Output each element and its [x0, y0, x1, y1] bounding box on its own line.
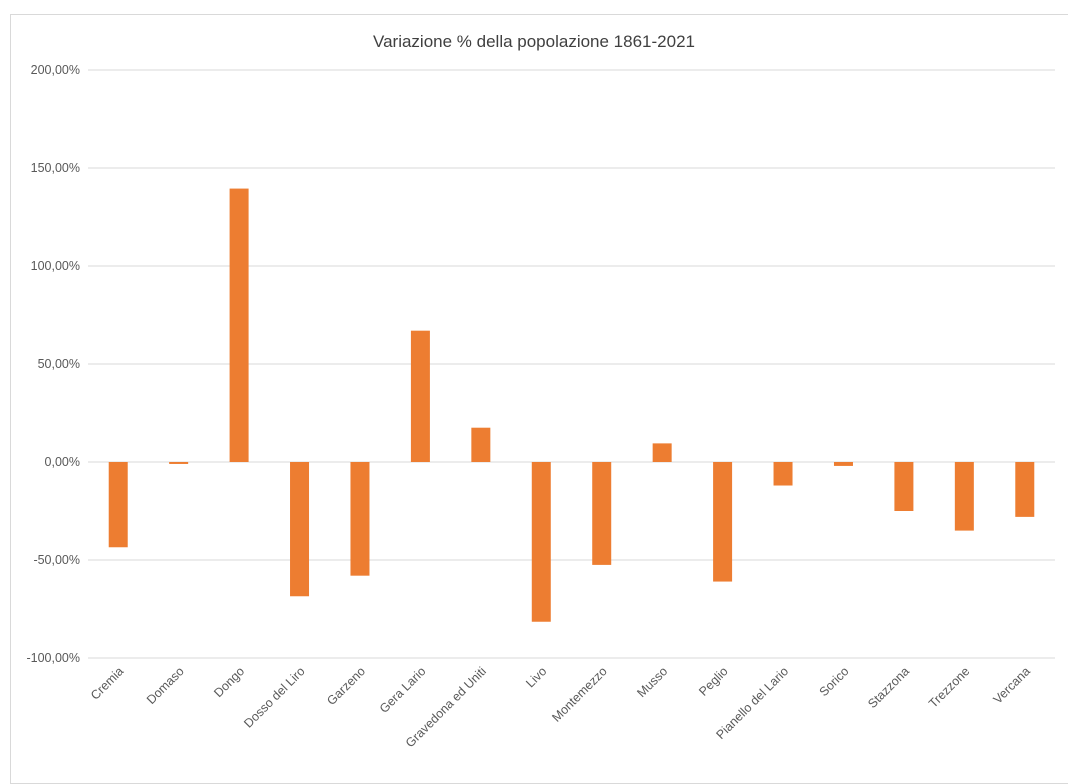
y-axis-labels: -100,00% -50,00% 0,00% 50,00% 100,00% 150,00%…	[26, 63, 80, 665]
bar	[471, 427, 491, 462]
x-category-label: Livo	[523, 664, 549, 690]
chart-title: Variazione % della popolazione 1861-2021	[373, 32, 695, 51]
x-category-label: Trezzone	[926, 664, 972, 710]
y-tick-label: 150,00%	[31, 161, 80, 175]
chart-frame	[10, 14, 1068, 784]
y-tick-label: 0,00%	[45, 455, 80, 469]
bar	[954, 462, 974, 531]
y-tick-label: 200,00%	[31, 63, 80, 77]
gridlines	[88, 69, 1055, 659]
bar	[169, 462, 189, 464]
x-category-label: Garzeno	[324, 664, 368, 708]
x-category-label: Montemezzo	[549, 664, 610, 725]
x-category-label: Peglio	[696, 664, 731, 699]
bar	[290, 462, 310, 597]
bar	[652, 443, 672, 462]
y-tick-label: -100,00%	[26, 651, 80, 665]
x-category-label: Gera Lario	[377, 664, 429, 716]
bar	[773, 462, 793, 486]
bar	[1015, 462, 1035, 517]
x-category-label: Musso	[634, 664, 670, 700]
x-category-label: Stazzona	[865, 664, 912, 711]
bar	[350, 462, 370, 576]
bar	[713, 462, 733, 582]
x-category-label: Cremia	[88, 664, 126, 702]
bar	[833, 462, 853, 466]
bar	[410, 330, 430, 462]
bar	[592, 462, 612, 565]
x-category-label: Sorico	[817, 664, 852, 699]
y-tick-label: -50,00%	[33, 553, 80, 567]
bar	[229, 188, 249, 462]
bar	[531, 462, 551, 622]
bar	[108, 462, 128, 548]
y-tick-label: 50,00%	[38, 357, 80, 371]
y-tick-label: 100,00%	[31, 259, 80, 273]
bars	[108, 188, 1035, 622]
x-category-label: Dosso del Liro	[241, 664, 307, 730]
x-category-label: Domaso	[144, 664, 187, 707]
bar	[894, 462, 914, 511]
x-category-label: Vercana	[991, 664, 1033, 706]
x-category-label: Dongo	[211, 664, 247, 700]
